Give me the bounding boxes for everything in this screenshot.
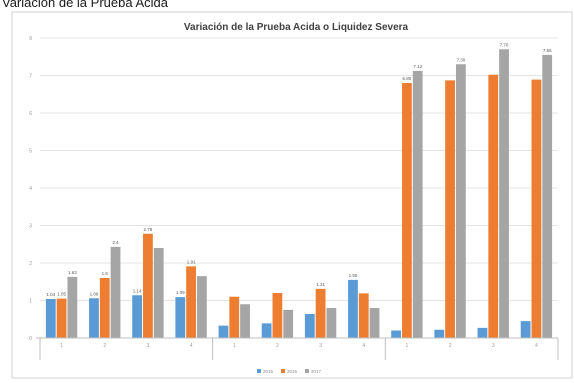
- x-tick-label: 3: [492, 343, 495, 349]
- bar-2017-8: [369, 308, 380, 338]
- bar-2016-3: [143, 233, 153, 338]
- y-tick-label: 6: [29, 111, 32, 117]
- bar-2016-12: [531, 79, 542, 338]
- bar-2015-9: [391, 330, 402, 338]
- data-label: 1.55: [349, 273, 358, 278]
- data-label: 1.09: [176, 290, 185, 295]
- y-tick-label: 5: [29, 149, 32, 155]
- bar-2015-6: [261, 323, 272, 338]
- bar-2017-10: [455, 64, 466, 338]
- data-label: 2.4: [112, 240, 119, 245]
- data-label: 1.6: [102, 271, 109, 276]
- bar-2015-3: [132, 295, 143, 338]
- bar-2016-5: [229, 296, 240, 338]
- data-label: 7.70: [500, 42, 509, 47]
- bar-2016-2: [99, 278, 110, 338]
- y-tick-label: 0: [29, 336, 32, 342]
- bar-2015-10: [434, 329, 445, 338]
- bar-2015-2: [89, 298, 99, 338]
- y-tick-label: 4: [29, 186, 32, 192]
- data-label: 2.78: [144, 227, 153, 232]
- data-label: 7.55: [543, 48, 552, 53]
- data-label: 1.91: [187, 259, 196, 264]
- bar-2015-12: [520, 321, 531, 338]
- x-tick-label: 2: [449, 343, 452, 349]
- bar-2015-8: [348, 279, 358, 338]
- x-tick-label: 1: [406, 343, 409, 349]
- page-heading: Variación de la Prueba Acida: [2, 0, 168, 10]
- y-tick-label: 7: [29, 74, 32, 80]
- bar-2017-2: [110, 246, 121, 338]
- x-tick-label: 2: [103, 343, 106, 349]
- bar-2015-1: [45, 299, 56, 338]
- x-tick-label: 4: [190, 343, 193, 349]
- bar-2017-1: [67, 276, 78, 338]
- bar-2017-7: [326, 308, 337, 338]
- x-tick-label: 3: [319, 343, 322, 349]
- x-tick-label: 2: [276, 343, 279, 349]
- bar-2017-6: [283, 309, 294, 338]
- data-label: 7.12: [413, 64, 422, 69]
- y-tick-label: 3: [29, 224, 32, 230]
- x-tick-label: 1: [60, 343, 63, 349]
- legend-swatch-2017: [305, 369, 309, 373]
- bar-2016-4: [186, 266, 196, 338]
- legend-swatch-2015: [257, 369, 261, 373]
- data-label: 1.06: [90, 291, 99, 296]
- bar-2016-8: [358, 293, 369, 338]
- y-tick-label: 1: [29, 299, 32, 305]
- bar-2017-11: [499, 49, 509, 338]
- legend-label: 2016: [287, 369, 298, 374]
- bar-2016-10: [445, 80, 455, 338]
- bar-2015-7: [304, 314, 315, 338]
- bar-2015-4: [175, 297, 186, 338]
- bar-2016-11: [488, 74, 499, 338]
- x-tick-label: 3: [147, 343, 150, 349]
- bar-2017-3: [153, 248, 164, 338]
- bar-2016-6: [272, 293, 283, 338]
- x-tick-label: 1: [233, 343, 236, 349]
- bar-2015-11: [477, 327, 488, 338]
- data-label: 1.05: [57, 292, 66, 297]
- bar-2016-9: [402, 83, 412, 338]
- bar-2017-12: [542, 54, 553, 338]
- data-label: 6.80: [403, 76, 412, 81]
- bar-2015-5: [218, 325, 229, 338]
- legend-label: 2015: [263, 369, 274, 374]
- bar-2017-9: [412, 71, 423, 338]
- bar-2017-5: [240, 304, 250, 338]
- data-label: 1.63: [68, 270, 77, 275]
- legend-label: 2017: [311, 369, 322, 374]
- y-tick-label: 8: [29, 36, 32, 42]
- data-label: 7.30: [456, 57, 465, 62]
- y-tick-label: 2: [29, 261, 32, 267]
- x-tick-label: 4: [535, 343, 538, 349]
- bar-2017-4: [196, 276, 207, 338]
- data-label: 1.04: [46, 292, 55, 297]
- x-tick-label: 4: [362, 343, 365, 349]
- chart-title: Variación de la Prueba Acida o Liquidez …: [184, 22, 409, 33]
- legend-swatch-2016: [281, 369, 285, 373]
- data-label: 1.14: [133, 288, 142, 293]
- bar-2016-7: [315, 288, 326, 338]
- bar-2016-1: [56, 298, 67, 338]
- data-label: 1.31: [316, 282, 325, 287]
